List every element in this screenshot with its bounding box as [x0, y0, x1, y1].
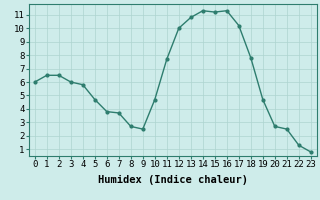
X-axis label: Humidex (Indice chaleur): Humidex (Indice chaleur) [98, 175, 248, 185]
